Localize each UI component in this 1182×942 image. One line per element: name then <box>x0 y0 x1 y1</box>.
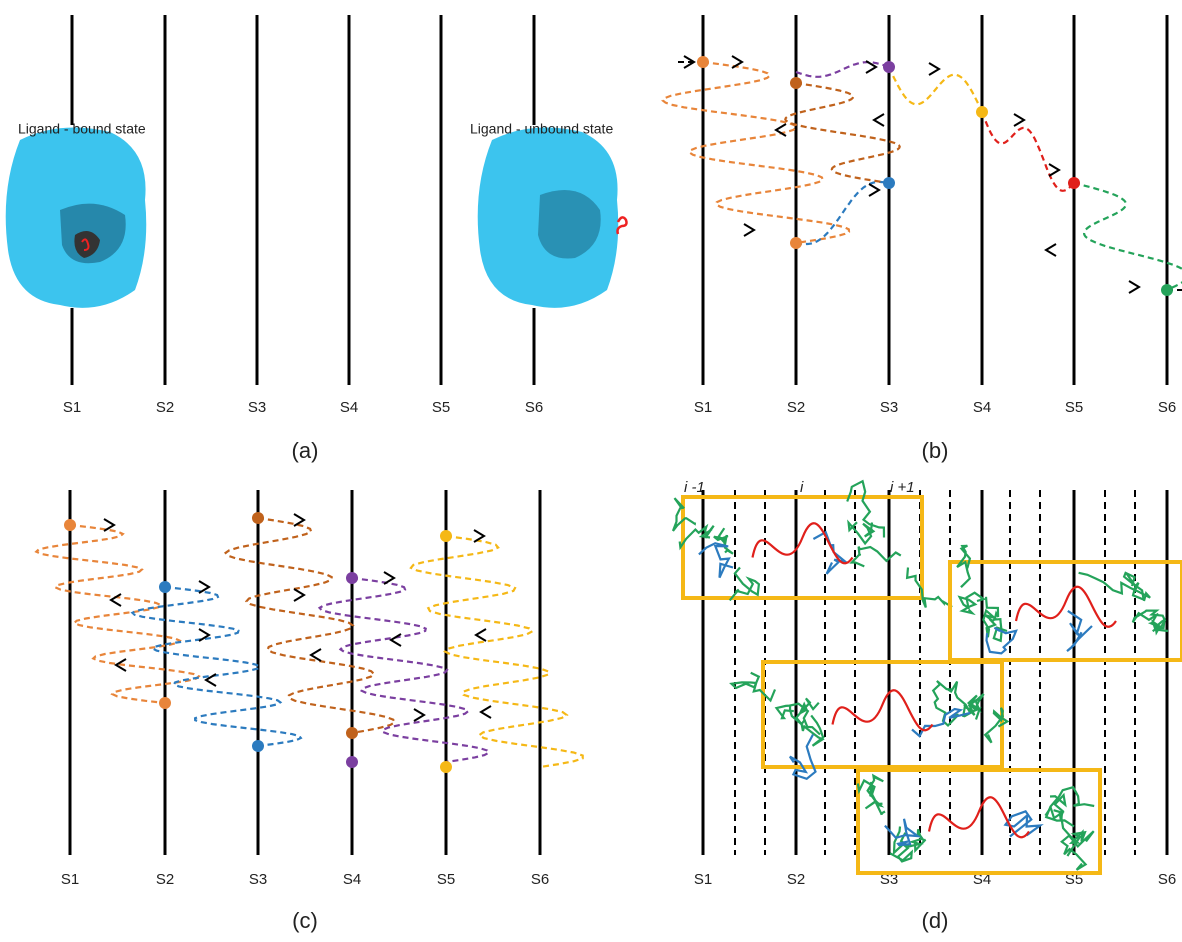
milestone-point <box>346 727 358 739</box>
trajectory <box>663 62 849 243</box>
surface-label: S2 <box>787 399 805 416</box>
surface-label: S5 <box>1065 399 1083 416</box>
milestone-point <box>346 572 358 584</box>
arrowhead <box>929 63 939 75</box>
trajectory <box>226 518 395 733</box>
milestone-point <box>159 697 171 709</box>
surface-label: S3 <box>249 871 267 888</box>
trajectory <box>957 546 970 587</box>
milestone-point <box>883 61 895 73</box>
arrowhead <box>384 572 394 584</box>
trajectory <box>929 797 1029 837</box>
trajectory <box>982 112 1074 191</box>
protein-bound <box>6 128 147 308</box>
trajectory <box>1046 787 1094 826</box>
milestone-point <box>252 512 264 524</box>
surface-label: S6 <box>1158 871 1176 888</box>
index-label: i +1 <box>890 479 915 496</box>
milestone-point <box>159 581 171 593</box>
surface-label: S3 <box>248 399 266 416</box>
index-label: i <box>800 479 804 496</box>
arrowhead <box>1129 281 1139 293</box>
panel-label: (b) <box>922 438 949 463</box>
milestone-point <box>252 740 264 752</box>
trajectory <box>833 690 933 730</box>
surface-label: S1 <box>61 871 79 888</box>
milestone-point <box>64 519 76 531</box>
milestone-point <box>976 106 988 118</box>
milestone-point <box>790 77 802 89</box>
arrowhead <box>199 581 209 593</box>
panel-label: (d) <box>922 908 949 933</box>
trajectory <box>730 568 759 601</box>
surface-label: S1 <box>63 399 81 416</box>
arrowhead <box>481 706 491 718</box>
surface-label: S1 <box>694 399 712 416</box>
arrowhead <box>104 519 114 531</box>
arrowhead <box>1014 114 1024 126</box>
trajectory <box>960 593 984 614</box>
replica-box <box>683 497 922 598</box>
milestone-point <box>1161 284 1173 296</box>
trajectory <box>411 536 583 767</box>
surface-label: S6 <box>531 871 549 888</box>
trajectory <box>1016 587 1116 627</box>
trajectory <box>36 525 199 703</box>
surface-label: S2 <box>787 871 805 888</box>
annotation: Ligand - unbound state <box>470 121 613 137</box>
surface-label: S1 <box>694 871 712 888</box>
milestone-point <box>697 56 709 68</box>
trajectory <box>753 523 853 563</box>
arrowhead <box>414 709 424 721</box>
arrowhead <box>874 114 884 126</box>
figure: Ligand - bound state Ligand - unbound st… <box>0 0 1182 942</box>
trajectory <box>320 578 489 762</box>
arrowhead <box>294 589 304 601</box>
arrowhead <box>869 184 879 196</box>
surface-label: S4 <box>340 399 358 416</box>
milestone-point <box>440 761 452 773</box>
surface-label: S4 <box>973 399 991 416</box>
trajectory <box>732 673 776 701</box>
arrowhead <box>391 634 401 646</box>
trajectory <box>813 532 845 574</box>
trajectory <box>796 62 889 77</box>
milestone-point <box>790 237 802 249</box>
panel-label: (c) <box>292 908 318 933</box>
arrowhead <box>1046 244 1056 256</box>
arrowhead <box>111 594 121 606</box>
annotation: Ligand - bound state <box>18 121 146 137</box>
panel-label: (a) <box>292 438 319 463</box>
surface-label: S6 <box>525 399 543 416</box>
trajectory <box>983 611 995 638</box>
milestone-point <box>440 530 452 542</box>
trajectory <box>907 568 952 608</box>
surface-label: S5 <box>437 871 455 888</box>
trajectory <box>132 587 300 746</box>
milestone-point <box>1068 177 1080 189</box>
trajectory <box>785 83 899 183</box>
trajectory <box>1067 611 1092 651</box>
surface-label: S2 <box>156 871 174 888</box>
arrowhead <box>1049 164 1059 176</box>
surface-label: S2 <box>156 399 174 416</box>
milestone-point <box>346 756 358 768</box>
milestone-point <box>883 177 895 189</box>
trajectory <box>852 547 901 567</box>
protein-unbound <box>478 128 627 308</box>
surface-label: S5 <box>432 399 450 416</box>
arrowhead <box>744 224 754 236</box>
surface-label: S6 <box>1158 399 1176 416</box>
arrowhead <box>476 629 486 641</box>
surface-label: S3 <box>880 399 898 416</box>
surface-label: S4 <box>343 871 361 888</box>
trajectory <box>889 67 982 112</box>
trajectory <box>790 735 816 779</box>
